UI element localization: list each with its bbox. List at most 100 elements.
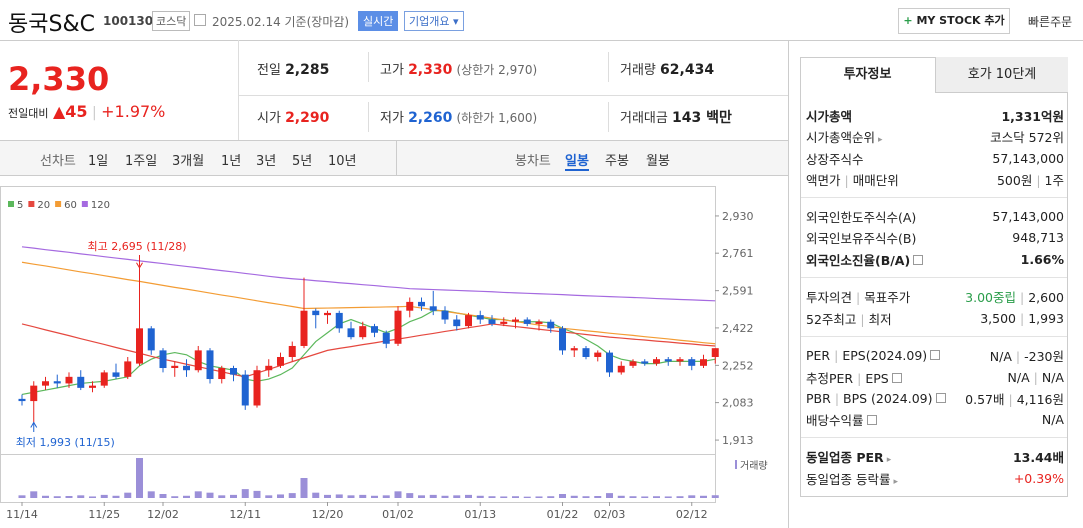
label-text: PER [806,347,831,363]
volume-bar [171,496,179,498]
label-text: 최저 [868,311,892,327]
info-value: 1,331억원 [1001,106,1064,125]
volume-bar [124,492,132,498]
volume-bar [136,458,143,498]
value-text: N/A [1007,369,1030,385]
volume-bar [570,495,578,498]
period-button[interactable]: 3년 [256,154,277,169]
volume-bar [300,478,308,498]
volume-label: 거래량 [740,460,768,472]
info-row: 추정PER | EPS N/A | N/A [806,367,1064,387]
period-button[interactable]: 10년 [328,154,357,169]
candle-body [570,348,578,351]
value-text: 1주 [1044,172,1064,188]
volume-bar [535,496,543,498]
legend-swatch [8,201,14,207]
help-icon [913,254,924,265]
realtime-button[interactable]: 실시간 [358,11,399,31]
overview-text: 기업개요 [409,15,450,28]
volume-bar [688,495,696,498]
candle-body [429,306,437,311]
volume-bar [453,495,461,498]
x-tick-label: 11/14 [6,508,38,521]
volume-bar [147,491,155,498]
info-value: 3,500 | 1,993 [980,311,1064,326]
toolbar-label: 봉차트 [515,154,551,169]
label-text: EPS [865,370,889,386]
period-button[interactable]: 일봉 [565,150,589,171]
info-row: 52주최고 | 최저 3,500 | 1,993 [806,308,1064,328]
separator: | [1036,172,1041,188]
volume-bar [406,493,414,498]
volume-bar [335,494,343,498]
candle-body [253,370,261,406]
info-label: 상장주식수 [806,149,864,168]
divider [801,336,1067,337]
quick-order[interactable]: 빠른주문 [1028,15,1073,29]
info-value: N/A | N/A [1008,370,1064,385]
info-label: PBR | BPS (2024.09) [806,391,946,406]
candle-body [617,365,625,373]
volume-bar [465,494,472,498]
volume-bar [429,494,437,498]
tab[interactable]: 호가 10단계 [935,57,1068,93]
invest-panel [800,57,1068,497]
candle-body [711,348,719,357]
candle-body [688,359,696,366]
candle-body [347,328,355,338]
period-button[interactable]: 월봉 [646,154,670,169]
volume-bar [194,491,202,498]
candle-body [18,398,26,402]
label-text: 외국인소진율(B/A) [806,252,911,268]
volume-bar [617,495,625,498]
info-value: 코스닥 572위 [990,127,1064,146]
period-button[interactable]: 주봉 [605,154,629,169]
ma-line [21,310,716,396]
label: 전일 [257,63,281,78]
separator: | [834,347,839,363]
period-button[interactable]: 1주일 [125,154,158,169]
period-button[interactable]: 5년 [292,154,313,169]
tab[interactable]: 투자정보 [843,67,892,82]
label-text: 배당수익률 [806,412,864,428]
price: 2,330 [8,60,110,98]
period-button[interactable]: 1일 [88,154,109,169]
period-button[interactable]: 1년 [221,154,242,169]
value-text: 13.44배 [1012,449,1064,465]
volume-bar [711,495,719,498]
candle-body [653,359,660,364]
mystock-button[interactable]: + MY STOCK 추가 [898,8,1010,34]
info-label: 동일업종 등락률 ▸ [806,469,898,488]
info-row: 외국인소진율(B/A) 1.66% [806,249,1064,269]
candle-body [453,319,461,327]
divider [238,95,788,96]
label-text: 동일업종 등락률 [806,471,891,487]
label: 거래대금 [620,111,668,126]
candle-body [241,374,249,406]
candle-body [629,361,637,366]
arrow-icon: ▸ [886,454,892,465]
overview-button[interactable]: 기업개요 ▾ [404,11,464,31]
period-button[interactable]: 3개월 [172,154,205,169]
candle-body [547,321,555,329]
candle-body [277,356,284,366]
volume-bar [89,496,96,498]
info-label: 외국인한도주식수(A) [806,207,916,226]
volume-bar [606,493,613,498]
y-tick-label: 2,083 [722,397,754,410]
value-text: 0.57배 [965,391,1005,407]
volume-bar [347,495,355,498]
calendar-icon [194,14,206,26]
label-text: 52주최고 [806,311,857,327]
volume-bar [676,496,684,498]
volume-bar [218,495,226,498]
value-text: 4,116원 [1016,391,1064,407]
volume-bar [547,496,555,498]
label-text: 상장주식수 [806,151,864,167]
candle-body [30,385,38,402]
info-value: 13.44배 [1013,447,1064,466]
candle-body [112,372,120,377]
x-tick-label: 02/03 [594,508,626,521]
volume-bar [700,495,707,498]
volume-bar [488,496,496,498]
